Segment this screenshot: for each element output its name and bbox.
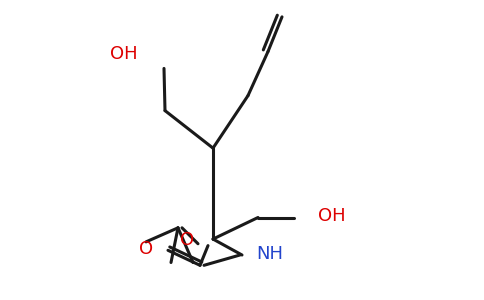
Text: O: O — [139, 240, 153, 258]
Text: O: O — [180, 231, 194, 249]
Text: NH: NH — [256, 245, 283, 263]
Text: OH: OH — [110, 45, 138, 63]
Text: OH: OH — [318, 207, 346, 225]
